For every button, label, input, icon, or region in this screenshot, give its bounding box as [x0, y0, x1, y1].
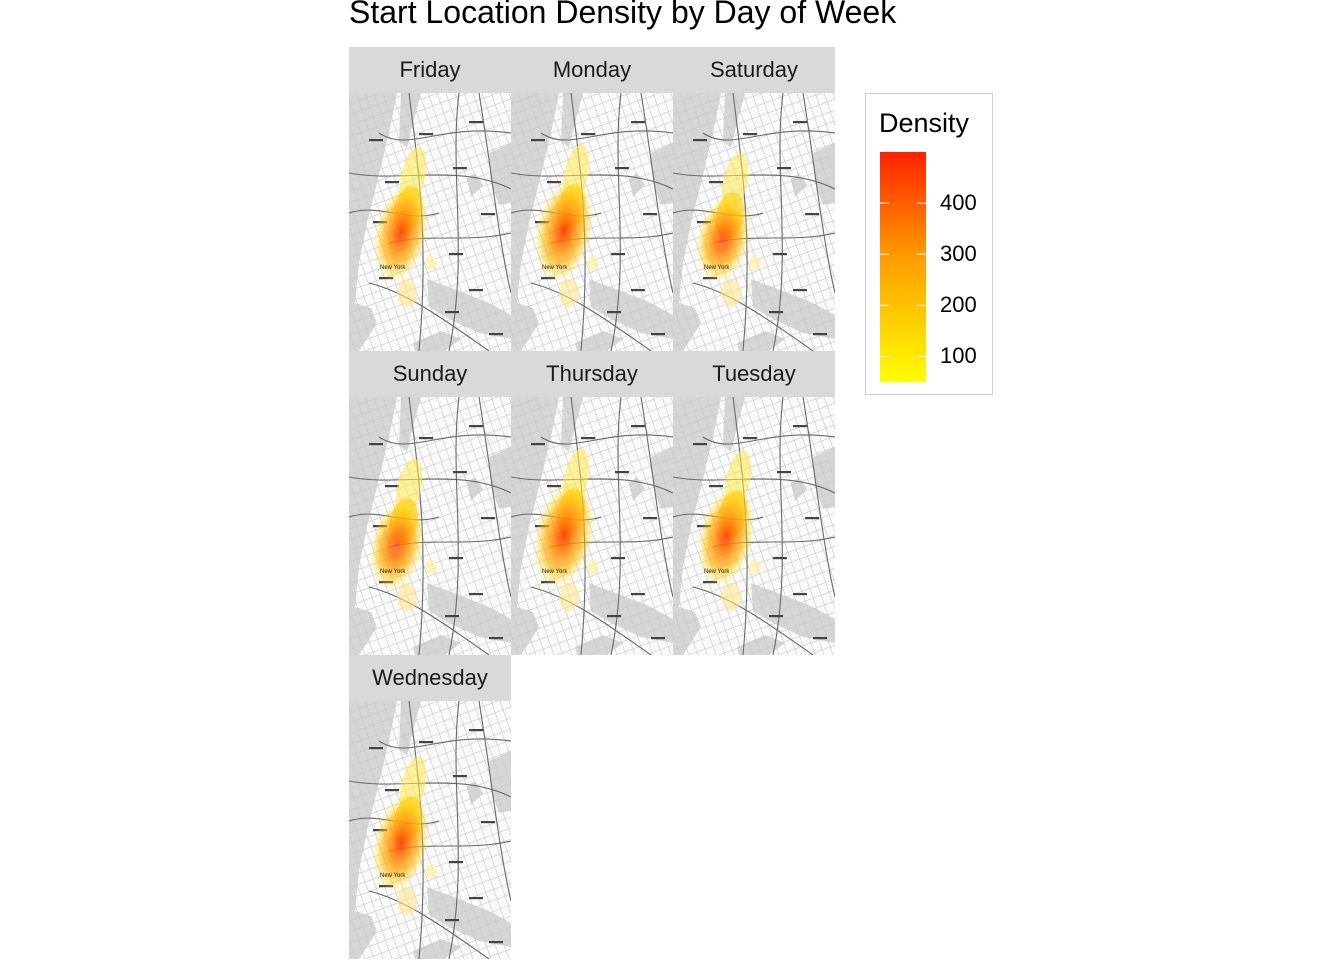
legend-tick-label: 300: [940, 241, 977, 267]
density-map: New York: [673, 397, 835, 655]
density-map: New York: [673, 93, 835, 351]
facet-strip-label: Friday: [349, 47, 511, 93]
facet-panel: Monday New York: [511, 47, 673, 351]
map-label-new-york: New York: [542, 265, 568, 271]
density-map: New York: [511, 93, 673, 351]
density-map: New York: [349, 701, 511, 959]
facet-panel: Saturday New York: [673, 47, 835, 351]
chart-title: Start Location Density by Day of Week: [349, 0, 897, 30]
legend-colorbar: [880, 152, 926, 382]
facet-strip-label: Monday: [511, 47, 673, 93]
map-label-new-york: New York: [380, 265, 406, 271]
facet-strip-label: Saturday: [673, 47, 835, 93]
facet-panel: Thursday New York: [511, 351, 673, 655]
facet-strip-label: Wednesday: [349, 655, 511, 701]
map-label-new-york: New York: [704, 569, 730, 575]
density-map: New York: [349, 93, 511, 351]
map-label-new-york: New York: [380, 569, 406, 575]
density-map: New York: [349, 397, 511, 655]
facet-panel: Friday New York: [349, 47, 511, 351]
map-label-new-york: New York: [380, 873, 406, 879]
legend-tick-label: 200: [940, 292, 977, 318]
map-label-new-york: New York: [704, 265, 730, 271]
legend-title: Density: [879, 108, 970, 138]
facet-strip-label: Tuesday: [673, 351, 835, 397]
facet-strip-label: Thursday: [511, 351, 673, 397]
facet-panel: Sunday New York: [349, 351, 511, 655]
facet-panel: Wednesday New York: [349, 655, 511, 959]
legend: Density 100 200 300 400: [865, 93, 993, 395]
map-label-new-york: New York: [542, 569, 568, 575]
facet-strip-label: Sunday: [349, 351, 511, 397]
facet-panel: Tuesday New York: [673, 351, 835, 655]
legend-tick-label: 100: [940, 343, 977, 369]
density-map: New York: [511, 397, 673, 655]
legend-tick-label: 400: [940, 190, 977, 216]
